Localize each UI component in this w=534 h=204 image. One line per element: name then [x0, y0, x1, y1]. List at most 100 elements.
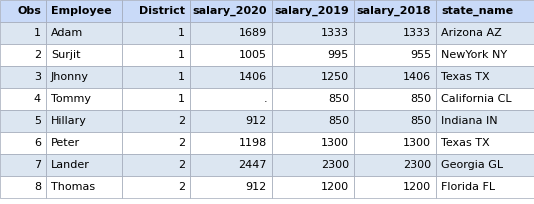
Bar	[354, 44, 436, 66]
Text: 1200: 1200	[321, 182, 349, 192]
Bar	[46, 132, 122, 154]
Text: Thomas: Thomas	[51, 182, 95, 192]
Bar	[46, 176, 122, 198]
Bar	[436, 88, 534, 110]
Text: 1198: 1198	[239, 138, 267, 148]
Bar	[354, 22, 436, 44]
Text: salary_2020: salary_2020	[192, 6, 267, 16]
Text: 2300: 2300	[403, 160, 431, 170]
Text: salary_2019: salary_2019	[274, 6, 349, 16]
Bar	[190, 66, 272, 88]
Text: 7: 7	[34, 160, 41, 170]
Bar	[436, 0, 534, 22]
Text: 3: 3	[34, 72, 41, 82]
Text: Adam: Adam	[51, 28, 83, 38]
Text: Tommy: Tommy	[51, 94, 91, 104]
Bar	[354, 110, 436, 132]
Bar	[272, 66, 354, 88]
Text: NewYork NY: NewYork NY	[441, 50, 507, 60]
Bar	[190, 110, 272, 132]
Text: Surjit: Surjit	[51, 50, 81, 60]
Bar	[0, 66, 46, 88]
Bar	[272, 154, 354, 176]
Bar	[190, 22, 272, 44]
Text: 1333: 1333	[403, 28, 431, 38]
Bar	[354, 176, 436, 198]
Text: Jhonny: Jhonny	[51, 72, 89, 82]
Bar	[190, 44, 272, 66]
Text: Florida FL: Florida FL	[441, 182, 495, 192]
Text: 1: 1	[178, 50, 185, 60]
Bar	[436, 176, 534, 198]
Text: 850: 850	[328, 116, 349, 126]
Bar	[436, 110, 534, 132]
Bar	[46, 22, 122, 44]
Text: 2: 2	[178, 160, 185, 170]
Text: 2300: 2300	[321, 160, 349, 170]
Text: Indiana IN: Indiana IN	[441, 116, 498, 126]
Text: 955: 955	[410, 50, 431, 60]
Text: Arizona AZ: Arizona AZ	[441, 28, 502, 38]
Bar	[122, 132, 190, 154]
Bar	[354, 0, 436, 22]
Text: Lander: Lander	[51, 160, 90, 170]
Bar	[46, 88, 122, 110]
Text: Peter: Peter	[51, 138, 80, 148]
Bar	[272, 132, 354, 154]
Text: 1: 1	[178, 94, 185, 104]
Bar	[436, 44, 534, 66]
Bar	[436, 154, 534, 176]
Bar	[46, 110, 122, 132]
Text: 1: 1	[34, 28, 41, 38]
Text: 912: 912	[246, 182, 267, 192]
Text: 5: 5	[34, 116, 41, 126]
Text: 850: 850	[328, 94, 349, 104]
Bar	[272, 110, 354, 132]
Text: 1689: 1689	[239, 28, 267, 38]
Bar	[354, 132, 436, 154]
Bar	[122, 22, 190, 44]
Bar	[436, 66, 534, 88]
Text: 2: 2	[178, 182, 185, 192]
Text: Texas TX: Texas TX	[441, 72, 490, 82]
Bar	[46, 44, 122, 66]
Bar	[190, 0, 272, 22]
Bar	[122, 176, 190, 198]
Bar	[0, 0, 46, 22]
Bar	[190, 132, 272, 154]
Bar	[436, 22, 534, 44]
Bar	[122, 66, 190, 88]
Text: 2: 2	[34, 50, 41, 60]
Text: Georgia GL: Georgia GL	[441, 160, 503, 170]
Text: 912: 912	[246, 116, 267, 126]
Text: 1: 1	[178, 72, 185, 82]
Bar	[190, 154, 272, 176]
Text: 2447: 2447	[239, 160, 267, 170]
Text: 4: 4	[34, 94, 41, 104]
Text: 1200: 1200	[403, 182, 431, 192]
Text: Hillary: Hillary	[51, 116, 87, 126]
Text: 995: 995	[328, 50, 349, 60]
Bar	[46, 66, 122, 88]
Bar	[354, 88, 436, 110]
Bar	[354, 154, 436, 176]
Text: Obs: Obs	[17, 6, 41, 16]
Bar	[0, 22, 46, 44]
Bar	[190, 88, 272, 110]
Bar	[0, 132, 46, 154]
Bar	[122, 110, 190, 132]
Bar	[0, 176, 46, 198]
Text: 1300: 1300	[403, 138, 431, 148]
Text: 850: 850	[410, 94, 431, 104]
Text: 1300: 1300	[321, 138, 349, 148]
Bar	[272, 176, 354, 198]
Bar	[272, 22, 354, 44]
Text: 2: 2	[178, 138, 185, 148]
Bar	[0, 88, 46, 110]
Bar	[122, 88, 190, 110]
Bar	[272, 0, 354, 22]
Text: 2: 2	[178, 116, 185, 126]
Text: 1406: 1406	[403, 72, 431, 82]
Bar	[272, 44, 354, 66]
Text: 1250: 1250	[321, 72, 349, 82]
